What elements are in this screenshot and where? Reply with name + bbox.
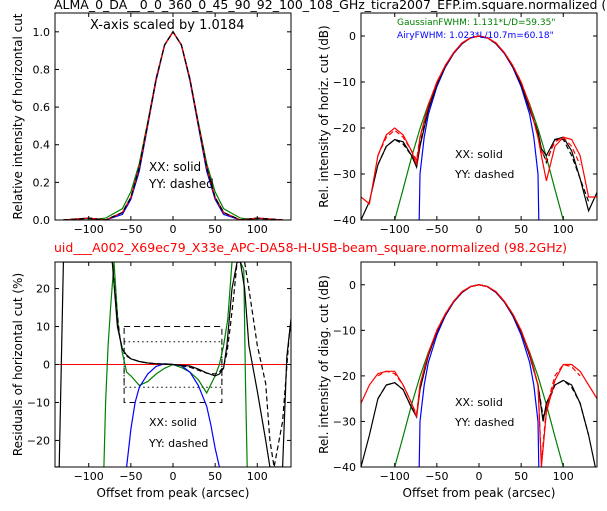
series-line: [63, 30, 283, 220]
x-tick-label: −100: [74, 470, 104, 483]
y-axis-label: Rel. intensity of diag. cut (dB): [317, 275, 331, 454]
y-tick-label: 0.4: [33, 139, 51, 152]
x-axis-label: Offset from peak (arcsec): [97, 486, 250, 500]
y-tick-label: 0: [349, 30, 356, 43]
y-axis-label: Residuals of horizontal cut (%): [11, 273, 25, 456]
annotation: YY: dashed: [454, 416, 514, 429]
annotation: YY: dashed: [148, 177, 214, 191]
series-line: [377, 284, 581, 463]
annotation: YY: dashed: [454, 168, 514, 181]
y-tick-label: 1.0: [33, 26, 51, 39]
y-tick-label: 10: [36, 321, 50, 334]
x-tick-label: 0: [476, 470, 483, 483]
series-line: [111, 262, 291, 467]
annotation: XX: solid: [149, 416, 197, 429]
y-tick-label: 20: [36, 283, 50, 296]
y-tick-label: 0: [43, 359, 50, 372]
y-tick-label: −10: [333, 76, 356, 89]
y-tick-label: −20: [333, 122, 356, 135]
annotation: XX: solid: [455, 396, 503, 409]
y-tick-label: −20: [333, 370, 356, 383]
x-tick-label: 100: [247, 223, 268, 236]
y-tick-label: −20: [27, 434, 50, 447]
plot-area: [63, 30, 283, 220]
y-tick-label: −40: [333, 214, 356, 227]
x-axis-label: Offset from peak (arcsec): [403, 486, 556, 500]
x-tick-label: −50: [425, 470, 448, 483]
x-tick-label: −100: [74, 223, 104, 236]
x-tick-label: 100: [553, 470, 574, 483]
chart-panels: −100 −50 0 50 1000.00.20.40.60.81.0Relative …: [11, 12, 598, 500]
annotation: AiryFWHM: 1.023*L/10.7m=60.18": [397, 31, 554, 41]
x-tick-label: 0: [170, 223, 177, 236]
y-tick-label: −40: [333, 461, 356, 474]
x-tick-label: 50: [514, 470, 528, 483]
annotation: XX: solid: [149, 160, 201, 174]
middle-title: uid___A002_X69ec79_X33e_APC-DA58-H-USB-b…: [54, 240, 567, 255]
x-tick-label: −50: [119, 223, 142, 236]
dashed-box: [123, 326, 223, 403]
x-tick-label: −50: [425, 223, 448, 236]
annotation: XX: solid: [455, 148, 503, 161]
y-tick-label: −10: [333, 324, 356, 337]
annotation: YY: dashed: [148, 437, 208, 450]
x-tick-label: 0: [170, 470, 177, 483]
y-tick-label: 0.8: [33, 63, 51, 76]
x-tick-label: 50: [208, 223, 222, 236]
y-tick-label: −30: [333, 168, 356, 181]
y-tick-label: 0.2: [33, 176, 51, 189]
plot-area: [361, 284, 597, 467]
y-tick-label: 0.0: [33, 214, 51, 227]
annotation: X-axis scaled by 1.0184: [90, 18, 245, 33]
top-title: ALMA_0_DA__0_0_360_0_45_90_92_100_108_GH…: [54, 0, 606, 12]
x-tick-label: −50: [119, 470, 142, 483]
y-axis-label: Relative intensity of horizontal cut: [11, 13, 25, 219]
y-tick-label: 0: [349, 279, 356, 292]
chart-top-left: −100 −50 0 50 100 0.0 0.2 0.4 0.6 0.8 1.0 Relative …: [11, 12, 292, 236]
y-axis-label: Rel. intensity of horiz. cut (dB): [317, 25, 331, 207]
x-tick-label: 100: [553, 223, 574, 236]
annotation: GaussianFWHM: 1.131*L/D=59.35": [397, 18, 555, 28]
series-line: [361, 35, 597, 206]
y-tick-label: −30: [333, 415, 356, 428]
x-tick-label: −100: [380, 223, 410, 236]
series-line: [103, 262, 248, 467]
y-tick-label: 0.6: [33, 101, 51, 114]
y-tick-label: −10: [27, 396, 50, 409]
x-tick-label: 50: [208, 470, 222, 483]
x-tick-label: −100: [380, 470, 410, 483]
x-tick-label: 50: [514, 223, 528, 236]
x-tick-label: 100: [247, 470, 268, 483]
plot-area: [361, 35, 597, 220]
plot-area: [55, 262, 291, 467]
x-tick-label: 0: [476, 223, 483, 236]
